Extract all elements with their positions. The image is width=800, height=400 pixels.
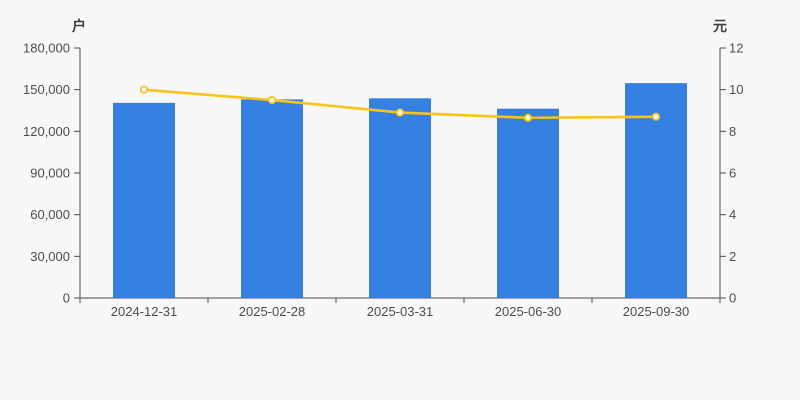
right-axis-tick-label: 8: [729, 124, 736, 139]
x-axis-tick-label: 2025-02-28: [239, 304, 306, 319]
right-axis-tick-label: 2: [729, 249, 736, 264]
left-axis-tick-label: 0: [63, 291, 70, 306]
bar[interactable]: [497, 108, 559, 298]
x-axis-tick-label: 2025-03-31: [367, 304, 434, 319]
left-axis-tick-label: 90,000: [30, 166, 70, 181]
left-axis-tick-label: 60,000: [30, 207, 70, 222]
line-point[interactable]: [395, 108, 405, 117]
left-axis-name: 户: [72, 18, 86, 34]
left-axis-tick-label: 180,000: [23, 41, 70, 56]
x-axis-tick-label: 2024-12-31: [111, 304, 178, 319]
line-point[interactable]: [267, 95, 277, 105]
left-axis-tick-label: 150,000: [23, 82, 70, 97]
bar[interactable]: [369, 98, 431, 299]
right-axis-tick-label: 6: [729, 166, 736, 181]
right-axis-tick-label: 12: [729, 41, 743, 56]
x-axis-tick-label: 2025-09-30: [623, 304, 690, 319]
right-axis-labels: 12 10 8 6 4 2 0: [729, 41, 743, 306]
left-axis-tick-label: 30,000: [30, 249, 70, 264]
right-axis-tick-label: 0: [729, 291, 736, 306]
right-axis-name: 元: [713, 18, 727, 34]
x-axis-tick-label: 2025-06-30: [495, 304, 562, 319]
left-axis-tick-label: 120,000: [23, 124, 70, 139]
right-axis-tick-label: 10: [729, 82, 743, 97]
line-series[interactable]: [139, 85, 661, 122]
line-point[interactable]: [139, 85, 149, 94]
left-axis-labels: 180,000 150,000 120,000 90,000 60,000 30,000 0: [23, 41, 70, 306]
x-axis-labels: 2024-12-31 2025-02-28 2025-03-31 2025-06-30…: [111, 304, 690, 319]
bar[interactable]: [113, 102, 175, 298]
line-point[interactable]: [651, 112, 661, 121]
line-point[interactable]: [523, 113, 533, 122]
bar[interactable]: [241, 99, 303, 298]
right-axis-tick-label: 4: [729, 207, 736, 222]
bar-series[interactable]: [113, 83, 687, 299]
